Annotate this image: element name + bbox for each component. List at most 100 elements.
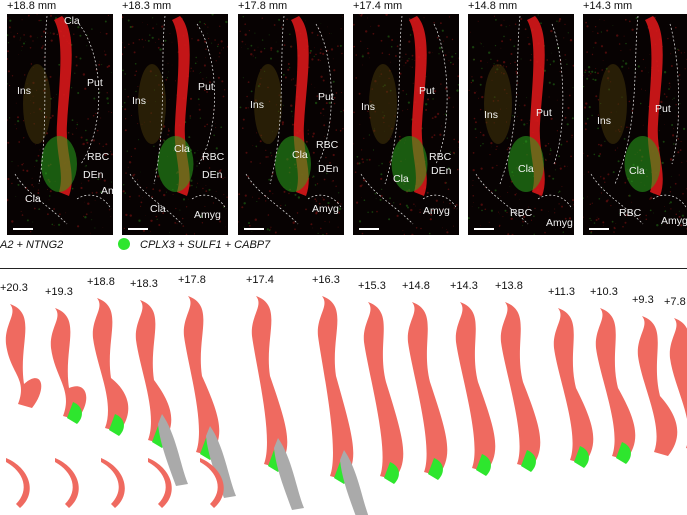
claustrum-shape — [135, 300, 172, 444]
section-depth-label: +17.8 — [178, 274, 206, 286]
panel-depth-label: +18.8 mm — [7, 0, 57, 12]
microscopy-panel: Ins Put RBC DEn Cla Amyg — [353, 14, 459, 235]
section-depth-label: +18.3 — [130, 278, 158, 290]
green-region-shape — [67, 402, 82, 424]
region-label-cla-top: Cla — [64, 15, 80, 27]
section-depth-label: +11.3 — [548, 286, 576, 298]
panel-depth-label: +18.3 mm — [122, 0, 172, 12]
region-label-rbc: RBC — [202, 151, 225, 163]
region-label-put: Put — [419, 85, 435, 97]
section-slice — [317, 296, 369, 515]
section-slice — [500, 302, 541, 472]
microscopy-panel: Ins Put Cla RBC Amyg — [468, 14, 574, 235]
claustrum-shape — [317, 296, 354, 480]
region-label-rbc: RBC — [510, 207, 533, 219]
legend-green-label: CPLX3 + SULF1 + CABP7 — [140, 239, 271, 251]
region-label-cla-low: Cla — [150, 203, 166, 215]
region-label-put: Put — [655, 103, 671, 115]
microscopy-panel-row: +18.8 mm Cla Ins Put RBC DEn Cla Amyg +18.3 mm In… — [0, 0, 687, 235]
region-label-rbc: RBC — [316, 139, 339, 151]
scale-bar — [13, 228, 33, 230]
scale-bar — [589, 228, 609, 230]
section-depth-label: +7.8 — [664, 296, 686, 308]
region-label-amyg: Amyg — [546, 217, 573, 229]
scale-bar — [128, 228, 148, 230]
green-region-shape — [616, 442, 631, 464]
green-region-shape — [384, 462, 399, 484]
region-label-cla-low: Cla — [393, 173, 409, 185]
green-region-shape — [109, 414, 124, 436]
section-slice — [5, 304, 42, 508]
section-depth-label: +10.3 — [590, 286, 618, 298]
panel-depth-label: +14.8 mm — [468, 0, 518, 12]
tissue-image — [122, 14, 228, 235]
section-slice — [50, 308, 87, 508]
legend: A2 + NTNG2 CPLX3 + SULF1 + CABP7 — [0, 235, 687, 255]
lower-claustrum-shape — [55, 458, 79, 508]
panel-depth-label: +17.8 mm — [238, 0, 288, 12]
claustrum-shape — [5, 304, 42, 408]
section-series: +20.3 +19.3 +18.8 +18.3 +17.8 +17.4 +16.3 +15.3… — [0, 268, 687, 515]
legend-green-dot-icon — [118, 238, 130, 250]
region-label-cla-low: Cla — [629, 165, 645, 177]
section-slice — [363, 302, 404, 484]
section-depth-label: +19.3 — [45, 286, 73, 298]
claustrum-shape — [595, 308, 636, 460]
green-region-shape — [476, 454, 491, 476]
region-label-amyg: Amyg — [312, 203, 339, 215]
section-depth-label: +20.3 — [0, 282, 28, 294]
microscopy-panel: Ins Put Cla RBC DEn Cla Amyg — [122, 14, 228, 235]
tissue-image — [238, 15, 344, 235]
tissue-image — [7, 14, 113, 234]
section-slice — [455, 302, 496, 476]
region-label-cla-mid: Cla — [292, 149, 308, 161]
microscopy-panel: Cla Ins Put RBC DEn Cla Amyg — [7, 14, 113, 235]
region-label-ins: Ins — [17, 85, 32, 97]
panel-depth-label: +17.4 mm — [353, 0, 403, 12]
lower-claustrum-shape — [6, 458, 30, 508]
region-label-ins: Ins — [597, 115, 612, 127]
claustrum-shape — [92, 298, 129, 432]
claustrum-shape — [500, 302, 541, 468]
tissue-image — [468, 14, 574, 235]
claustrum-shape — [637, 316, 678, 456]
section-slice — [553, 308, 594, 468]
section-divider — [0, 268, 687, 269]
region-label-cla-low: Cla — [518, 163, 534, 175]
panel-depth-label: +14.3 mm — [583, 0, 633, 12]
scale-bar — [359, 228, 379, 230]
gray-region-shape — [274, 438, 304, 510]
region-label-cla-low: Cla — [25, 193, 41, 205]
section-slice — [183, 296, 236, 508]
section-depth-label: +14.3 — [450, 280, 478, 292]
claustrum-shape — [363, 302, 404, 480]
region-label-den: DEn — [202, 169, 223, 181]
region-label-den: DEn — [318, 163, 339, 175]
section-slice — [92, 298, 129, 508]
section-drawings — [5, 296, 687, 515]
region-label-put: Put — [198, 81, 214, 93]
region-label-put: Put — [87, 77, 103, 89]
claustrum-shape — [553, 308, 594, 464]
section-slice — [637, 316, 678, 456]
region-label-put: Put — [318, 91, 334, 103]
region-label-amyg: Amyg — [101, 185, 113, 197]
region-label-cla-mid: Cla — [174, 143, 190, 155]
region-label-amyg: Amyg — [194, 209, 221, 221]
green-region-shape — [521, 450, 536, 472]
section-slice — [135, 300, 188, 508]
gray-region-shape — [340, 450, 369, 515]
section-depth-label: +14.8 — [402, 280, 430, 292]
region-label-ins: Ins — [250, 99, 265, 111]
section-slice — [669, 318, 687, 449]
region-label-put: Put — [536, 107, 552, 119]
claustrum-shape — [455, 302, 496, 472]
region-label-amyg: Amyg — [661, 215, 687, 227]
microscopy-panel: Ins Put Cla RBC DEn Amyg — [238, 14, 344, 235]
claustrum-shape — [407, 302, 448, 476]
section-slice — [407, 302, 448, 480]
scale-bar — [244, 228, 264, 230]
region-label-ins: Ins — [132, 95, 147, 107]
gray-region-shape — [206, 426, 236, 498]
region-label-amyg: Amyg — [423, 205, 450, 217]
